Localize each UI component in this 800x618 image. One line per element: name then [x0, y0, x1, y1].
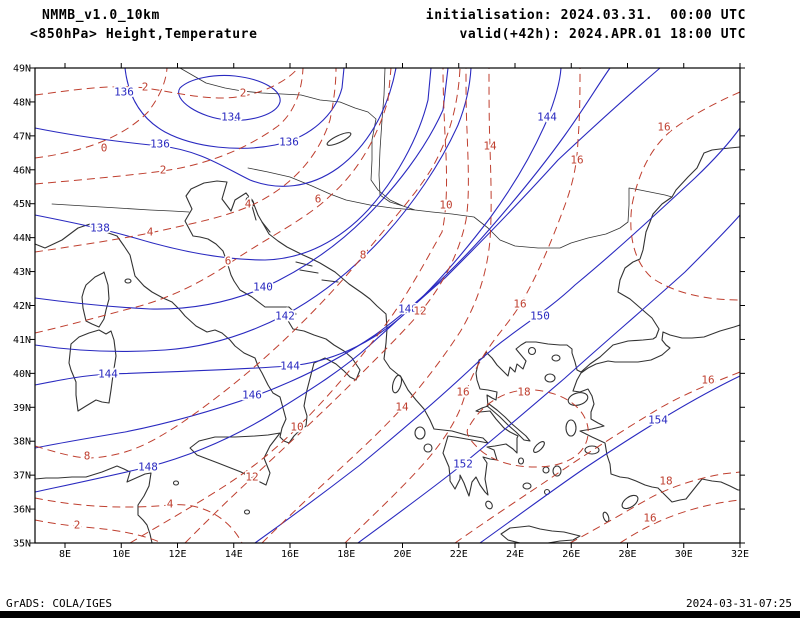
temp-contour-label: 4 [245, 198, 252, 211]
height-contour-label: 144 [537, 111, 557, 124]
lon-label: 30E [675, 549, 693, 560]
temp-contour-label: 6 [315, 193, 322, 206]
temp-contour-label: 8 [84, 450, 91, 463]
valid-time: valid(+42h): 2024.APR.01 18:00 UTC [459, 27, 746, 42]
lat-label: 36N [13, 505, 31, 516]
temp-contour-label: 12 [413, 305, 426, 318]
axis-labels: 8E 10E 12E 14E 16E 18E 20E 22E 24E 26E 28E 30E 32E 49… [13, 64, 749, 561]
lon-label: 28E [618, 549, 636, 560]
lat-label: 47N [13, 131, 31, 142]
height-contours-layer [34, 67, 741, 544]
temp-contour-label: 16 [701, 374, 714, 387]
lat-label: 42N [13, 301, 31, 312]
height-contour-label: 136 [114, 86, 134, 99]
temp-contour-label: 4 [167, 498, 174, 511]
axis-ticks [30, 63, 745, 548]
height-contour-label: 138 [90, 222, 110, 235]
lat-label: 37N [13, 471, 31, 482]
lon-label: 26E [562, 549, 580, 560]
temp-contour-label: 16 [456, 386, 469, 399]
lon-label: 8E [59, 549, 71, 560]
height-contour-label: 140 [253, 281, 273, 294]
temp-contour-label: 2 [240, 87, 247, 100]
height-contour-label: 148 [398, 303, 418, 316]
creation-timestamp: 2024-03-31-07:25 [686, 597, 792, 610]
temp-contour-label: 10 [439, 199, 452, 212]
lon-label: 10E [112, 549, 130, 560]
height-contour-label: 136 [150, 138, 170, 151]
temp-contour-label: 2 [142, 81, 149, 94]
lat-label: 46N [13, 165, 31, 176]
height-contour-label: 152 [453, 458, 473, 471]
lon-label: 18E [337, 549, 355, 560]
lon-label: 14E [225, 549, 243, 560]
temp-contour-label: 0 [101, 142, 108, 155]
temp-contour-label: 8 [360, 249, 367, 262]
lon-label: 16E [281, 549, 299, 560]
temp-contour-label: 14 [395, 401, 409, 414]
height-contour-label: 154 [648, 414, 668, 427]
temp-contour-label: 10 [290, 421, 303, 434]
lat-label: 38N [13, 437, 31, 448]
map-frame [34, 67, 741, 544]
height-contour-label: 150 [530, 310, 550, 323]
lon-label: 22E [450, 549, 468, 560]
temperature-contours-layer [34, 67, 741, 544]
lat-label: 49N [13, 64, 31, 75]
height-contour-label: 136 [279, 136, 299, 149]
lat-label: 44N [13, 233, 31, 244]
height-contour-label: 134 [221, 111, 241, 124]
lat-label: 35N [13, 539, 31, 550]
contour-labels: 1341361361361381401421441441441461481481… [72, 79, 716, 534]
init-time: initialisation: 2024.03.31. 00:00 UTC [425, 8, 746, 23]
temp-contour-label: 2 [74, 519, 81, 532]
model-title: NMMB_v1.0_10km [42, 8, 160, 23]
temp-contour-label: 16 [643, 512, 656, 525]
lat-label: 48N [13, 97, 31, 108]
temp-contour-label: 6 [225, 255, 232, 268]
lon-label: 20E [393, 549, 411, 560]
lon-label: 32E [731, 549, 749, 560]
temp-contour-label: 2 [160, 164, 167, 177]
rivers [51, 67, 673, 249]
bottom-bar [0, 611, 800, 618]
lat-label: 40N [13, 369, 31, 380]
height-contour-label: 142 [275, 310, 295, 323]
grads-credit: GrADS: COLA/IGES [6, 597, 112, 610]
height-contour-label: 146 [242, 389, 262, 402]
lon-label: 12E [168, 549, 186, 560]
temp-contour-label: 16 [513, 298, 526, 311]
field-title: <850hPa> Height,Temperature [30, 27, 258, 42]
small-islands [124, 132, 639, 523]
coastline-islands [68, 271, 581, 544]
temp-contour-label: 14 [483, 140, 497, 153]
height-contour-label: 144 [98, 368, 118, 381]
lat-label: 45N [13, 199, 31, 210]
lat-label: 39N [13, 403, 31, 414]
lon-label: 24E [506, 549, 524, 560]
coastlines-layer [34, 67, 741, 544]
lat-label: 43N [13, 267, 31, 278]
height-contour-label: 144 [280, 360, 300, 373]
temp-contour-label: 18 [659, 475, 672, 488]
height-contour-label: 148 [138, 461, 158, 474]
lat-label: 41N [13, 335, 31, 346]
temp-contour-label: 18 [517, 386, 530, 399]
temp-contour-label: 12 [245, 471, 258, 484]
temp-contour-label: 16 [657, 121, 670, 134]
temp-contour-label: 16 [570, 154, 583, 167]
coastline-europe [34, 146, 741, 544]
temp-contour-label: 4 [147, 226, 154, 239]
